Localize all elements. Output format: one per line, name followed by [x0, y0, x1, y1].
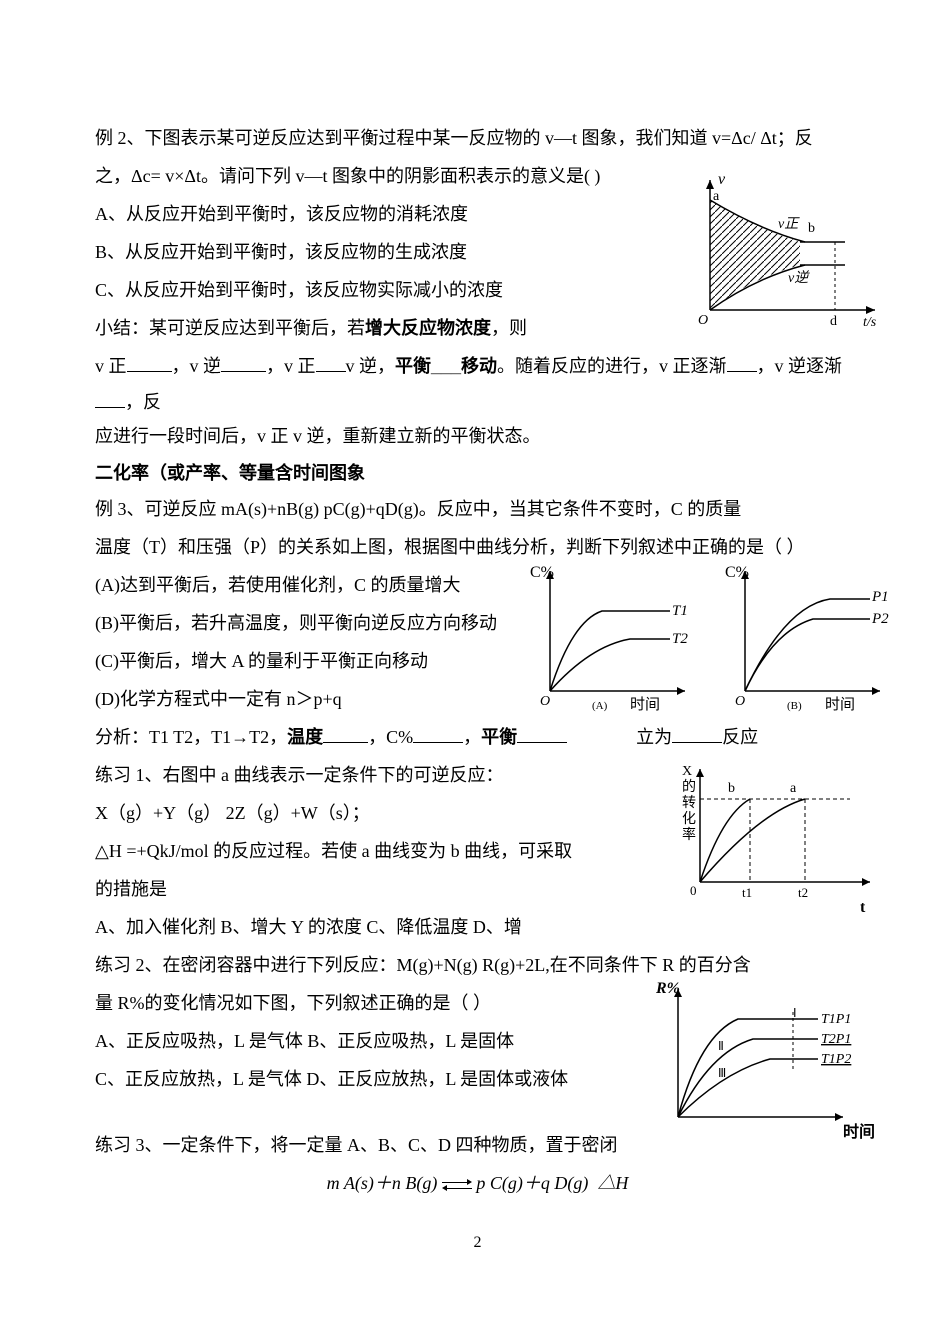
- vt-graph: v t/s O d a b v正 v逆: [680, 170, 885, 342]
- ex2-vline: v 正 ，v 逆 ，v 正 v 逆，平衡___移动。随着反应的进行，v 正逐渐 ，v 逆…: [95, 348, 860, 420]
- conv-y4: 化: [682, 811, 696, 827]
- ctB-O: O: [735, 694, 745, 709]
- vrev-label: v逆: [788, 270, 810, 286]
- x-axis-label: t/s: [863, 315, 877, 330]
- vline-d: v 逆，: [346, 356, 396, 376]
- r-l1: T1P1: [821, 1012, 851, 1027]
- ex2-vline2: 应进行一段时间后，v 正 v 逆，重新建立新的平衡状态。: [95, 422, 860, 451]
- page-number: 2: [95, 1227, 860, 1259]
- conv-y1: X: [682, 764, 692, 779]
- ct-graphs: C% 时间 O (A) T1 T2 C% 时间 O (B) P1 P2: [530, 561, 900, 733]
- r-III: Ⅲ: [718, 1066, 726, 1080]
- blank: [413, 723, 463, 743]
- ana-a: 分析：T1 T2，T1→T2，: [95, 727, 287, 747]
- b-label: b: [808, 221, 815, 236]
- blank: [316, 352, 346, 372]
- summary-bold: 增大反应物浓度: [365, 318, 491, 338]
- vline-e: 。随着反应的进行，v 正逐渐: [497, 356, 727, 376]
- conv-x: t: [860, 899, 866, 916]
- conv-graph: X 的 转 化 率 t 0 a b t1 t2: [660, 757, 890, 929]
- y-axis-label: v: [718, 171, 726, 188]
- ana-c: ，C%: [368, 727, 413, 747]
- vline-b: ，v 逆: [172, 356, 222, 376]
- ctB-lab: (B): [787, 700, 802, 712]
- ctA-x: 时间: [630, 696, 660, 713]
- ctA-lab: (A): [592, 700, 608, 712]
- ctA-T2: T2: [672, 631, 688, 647]
- vline-g: ，反: [125, 392, 161, 412]
- ctB-P1: P1: [871, 589, 889, 605]
- p3-eq: m A(s)＋n B(g) p C(g)＋q D(g) △H: [95, 1165, 860, 1201]
- r-graph: R% 时间 T1P1 T2P1 T1P2 Ⅰ Ⅱ Ⅲ: [648, 977, 898, 1164]
- blank: [221, 352, 266, 372]
- a-label: a: [713, 189, 720, 204]
- ctA-T1: T1: [672, 603, 688, 619]
- ctA-y: C%: [530, 564, 554, 581]
- r-II: Ⅱ: [718, 1039, 724, 1053]
- r-x: 时间: [843, 1122, 875, 1141]
- ctA-O: O: [540, 694, 550, 709]
- vline-c: ，v 正: [266, 356, 316, 376]
- r-l2: T2P1: [821, 1032, 851, 1047]
- ex3-line2: 温度（T）和压强（P）的关系如上图，根据图中曲线分析，判断下列叙述中正确的是（ …: [95, 529, 860, 565]
- r-y: R%: [655, 980, 680, 997]
- conv-y3: 转: [682, 795, 696, 811]
- ana-d: ，: [463, 727, 481, 747]
- ctB-y: C%: [725, 564, 749, 581]
- conv-b: b: [728, 781, 735, 796]
- vfwd-label: v正: [778, 217, 800, 232]
- blank: [127, 352, 172, 372]
- conv-y5: 率: [682, 826, 696, 843]
- blank: [727, 352, 757, 372]
- ana-b1: 温度: [287, 727, 323, 747]
- vline-f: ，v 逆逐渐: [757, 356, 843, 376]
- conv-O: 0: [690, 883, 697, 898]
- vline-bold: 平衡___移动: [395, 356, 497, 376]
- conv-t1: t1: [742, 885, 752, 900]
- ana-b2: 平衡: [481, 727, 517, 747]
- section2-title: 二化率（或产率、等量含时间图象: [95, 455, 860, 491]
- conv-a: a: [790, 781, 797, 796]
- ex2-line1: 例 2、下图表示某可逆反应达到平衡过程中某一反应物的 v—t 图象，我们知道 v…: [95, 120, 860, 156]
- ctB-P2: P2: [871, 611, 889, 627]
- conv-t2: t2: [798, 885, 808, 900]
- blank: [95, 388, 125, 408]
- origin-label: O: [698, 313, 708, 328]
- r-I: Ⅰ: [793, 1006, 797, 1020]
- ex3-line1: 例 3、可逆反应 mA(s)+nB(g) pC(g)+qD(g)。反应中，当其它…: [95, 491, 860, 527]
- summary-pre: 小结：某可逆反应达到平衡后，若: [95, 318, 365, 338]
- r-l3: T1P2: [821, 1052, 851, 1067]
- d-label: d: [830, 314, 837, 329]
- summary-post: ，则: [491, 318, 527, 338]
- blank: [323, 723, 368, 743]
- ctB-x: 时间: [825, 696, 855, 713]
- conv-y2: 的: [682, 779, 696, 795]
- vline-a: v 正: [95, 356, 127, 376]
